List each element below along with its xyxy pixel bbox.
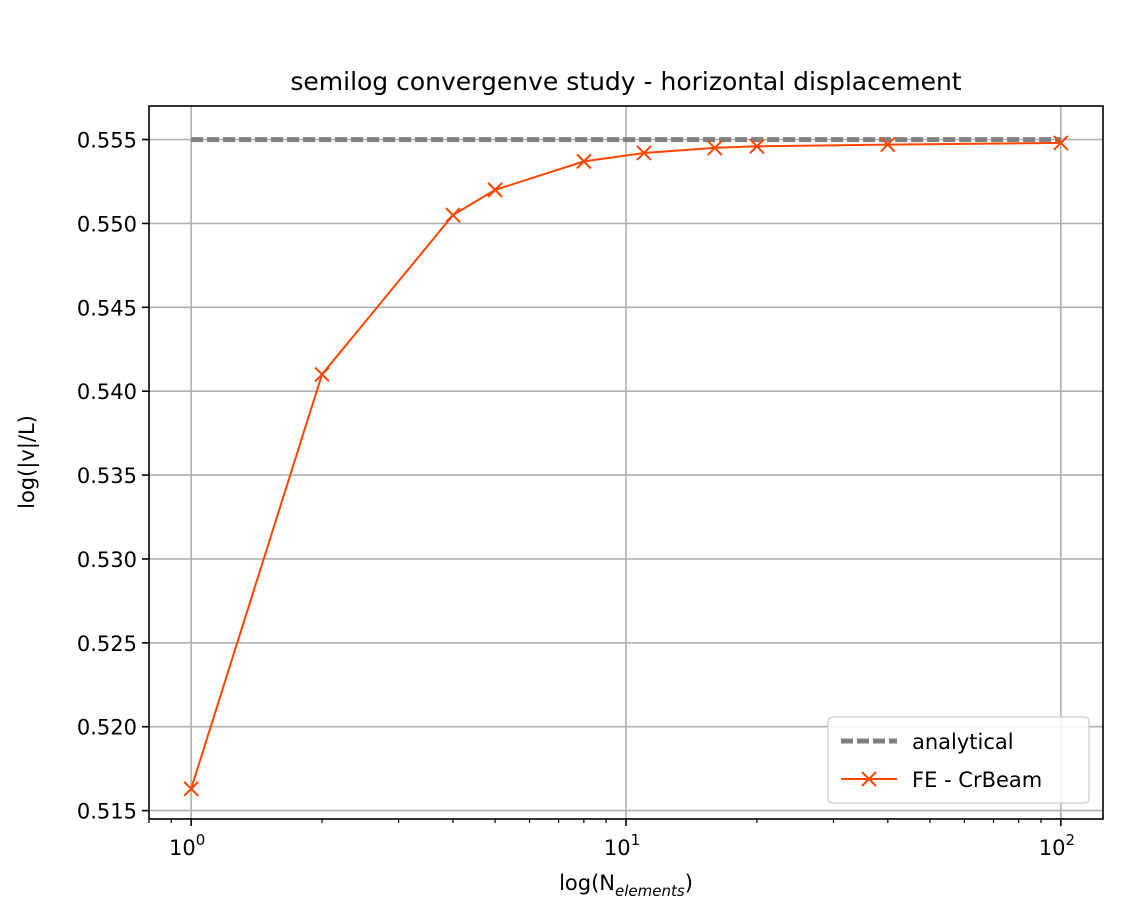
y-tick-label: 0.540 [77, 380, 137, 404]
x-tick-label: 101 [604, 831, 640, 860]
data-point-marker [576, 153, 592, 170]
data-point-marker [749, 138, 765, 154]
series [183, 135, 1069, 797]
x-axis-label-subscript: elements [615, 882, 685, 900]
y-tick-label: 0.555 [77, 129, 137, 153]
y-axis-ticks: 0.515 0.520 0.525 0.530 0.535 0.540 0.545 0.550… [77, 129, 149, 824]
data-point-marker [487, 182, 503, 198]
y-tick-label: 0.525 [77, 632, 137, 656]
x-axis-ticks: 100 101 102 [148, 819, 1075, 860]
data-point-marker [445, 207, 461, 223]
chart-title: semilog convergenve study - horizontal d… [290, 67, 961, 96]
data-point-marker [880, 136, 896, 153]
legend-label-analytical: analytical [912, 730, 1014, 754]
y-tick-label: 0.545 [77, 296, 137, 320]
y-tick-label: 0.520 [77, 716, 137, 740]
y-tick-label: 0.515 [77, 800, 137, 824]
y-tick-label: 0.535 [77, 464, 137, 488]
legend: analytical FE - CrBeam [827, 716, 1090, 804]
y-axis-label: log(|v|/L) [15, 415, 40, 509]
data-point-marker [636, 145, 652, 161]
y-tick-label: 0.550 [77, 212, 137, 236]
legend-label-fe-crbeam: FE - CrBeam [912, 768, 1042, 792]
x-axis-label-main: log(N [559, 871, 615, 895]
data-point-marker [707, 140, 723, 156]
legend-marker-fe-crbeam [861, 771, 877, 787]
x-axis-label: log(Nelements) [559, 871, 693, 900]
y-tick-label: 0.530 [77, 548, 137, 572]
data-point-marker [183, 781, 199, 797]
x-axis-label-close: ) [685, 871, 693, 895]
data-point-marker [1053, 135, 1069, 151]
x-tick-label: 102 [1039, 831, 1075, 860]
data-point-marker [314, 366, 330, 383]
series-line-fe-crbeam [190, 141, 1061, 790]
x-tick-label: 100 [169, 831, 205, 860]
